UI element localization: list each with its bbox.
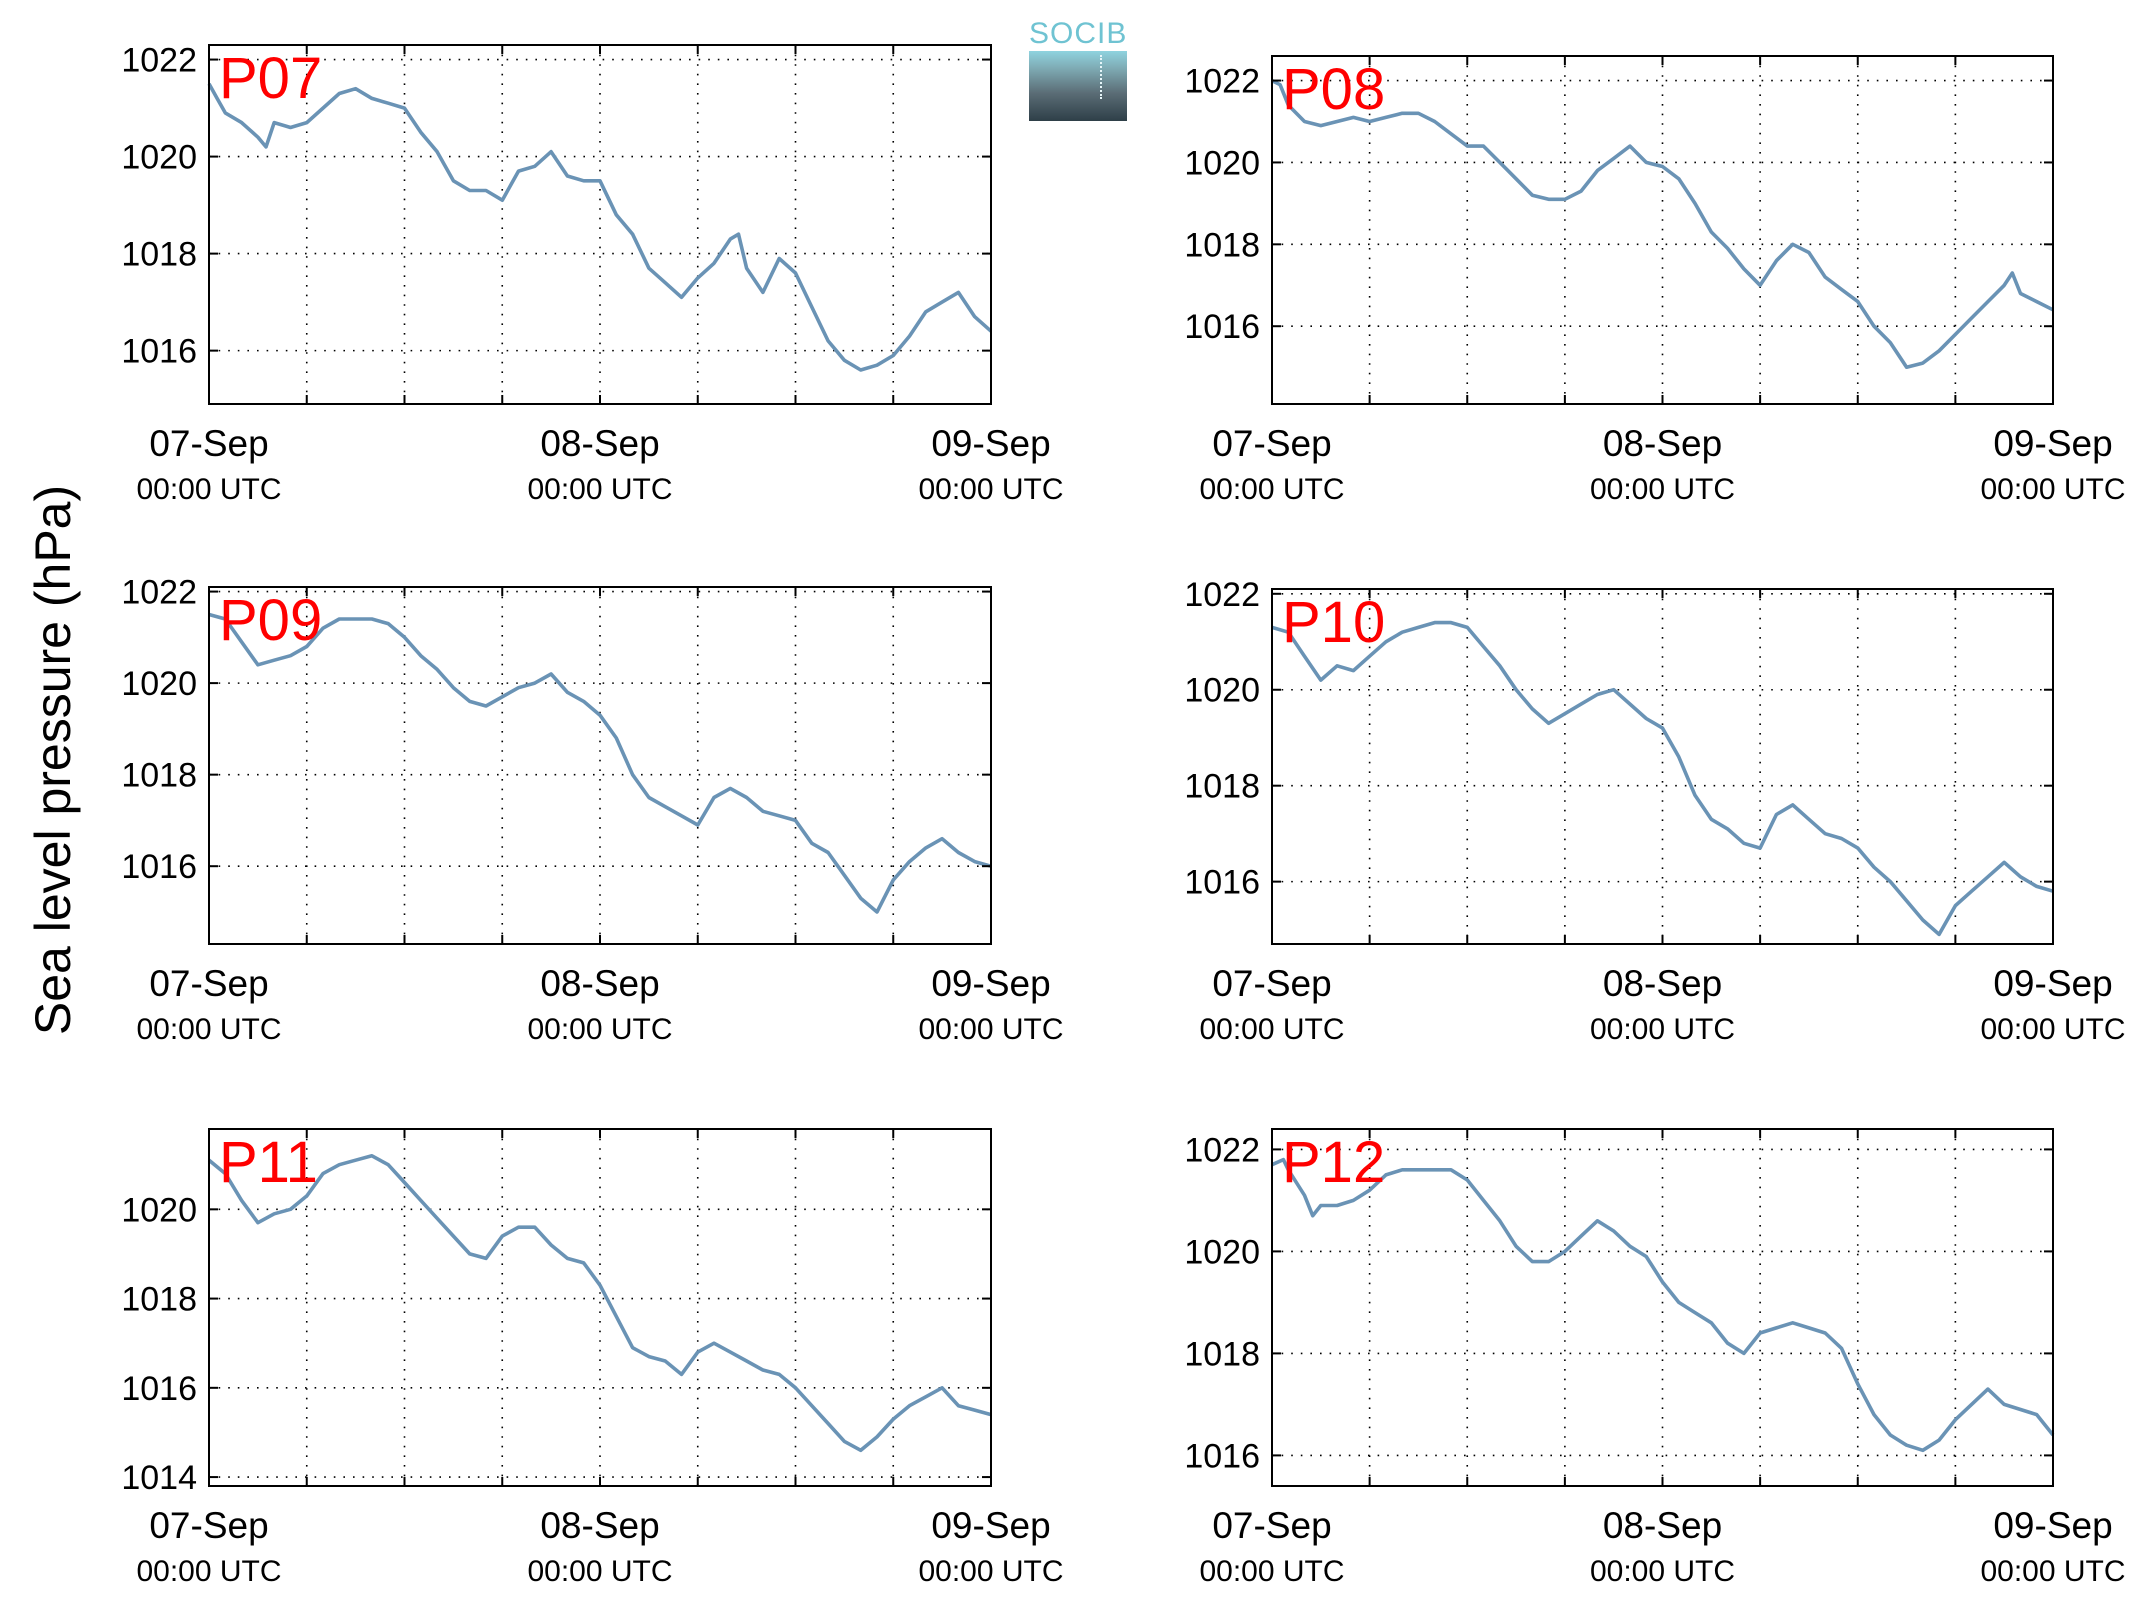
station-label: P08 xyxy=(1282,57,1385,122)
x-tick-label-time: 00:00 UTC xyxy=(1199,473,1344,506)
x-tick-label-date: 07-Sep xyxy=(1212,1505,1331,1546)
x-tick-label-date: 08-Sep xyxy=(540,1505,659,1546)
y-tick-label: 1018 xyxy=(121,236,197,274)
socib-logo-text: SOCIB xyxy=(1029,17,1128,50)
x-tick-label-date: 09-Sep xyxy=(931,963,1050,1004)
x-tick-label-time: 00:00 UTC xyxy=(918,1013,1063,1046)
y-tick-label: 1020 xyxy=(1184,144,1260,182)
pressure-series-line xyxy=(208,612,992,914)
y-tick-label: 1016 xyxy=(121,848,197,886)
x-tick-label-date: 07-Sep xyxy=(1212,423,1331,464)
x-tick-label-time: 00:00 UTC xyxy=(1590,1555,1735,1588)
y-tick-label: 1018 xyxy=(121,1281,197,1319)
y-tick-label: 1022 xyxy=(1184,63,1260,101)
station-label: P12 xyxy=(1282,1130,1385,1195)
x-tick-label-date: 08-Sep xyxy=(1603,963,1722,1004)
x-tick-label-date: 08-Sep xyxy=(1603,423,1722,464)
socib-logo-emblem xyxy=(1029,51,1127,121)
axes-frame xyxy=(208,44,992,405)
axes-frame xyxy=(1271,588,2054,945)
station-label: P11 xyxy=(219,1130,318,1195)
pressure-series-line xyxy=(207,1154,992,1453)
y-tick-label: 1020 xyxy=(1184,672,1260,710)
x-tick-label-time: 00:00 UTC xyxy=(1199,1013,1344,1046)
x-tick-label-date: 07-Sep xyxy=(149,423,268,464)
x-tick-label-time: 00:00 UTC xyxy=(918,473,1063,506)
y-tick-label: 1020 xyxy=(1184,1233,1260,1271)
y-tick-label: 1018 xyxy=(121,757,197,795)
y-axis-label: Sea level pressure (hPa) xyxy=(25,485,81,1035)
pressure-series-line xyxy=(1271,78,2054,370)
x-tick-label-time: 00:00 UTC xyxy=(527,1013,672,1046)
x-tick-label-date: 07-Sep xyxy=(149,963,268,1004)
x-tick-label-time: 00:00 UTC xyxy=(527,473,672,506)
x-tick-label-date: 09-Sep xyxy=(1993,1505,2112,1546)
y-tick-label: 1022 xyxy=(1184,576,1260,614)
y-tick-label: 1018 xyxy=(1184,768,1260,806)
y-tick-label: 1020 xyxy=(121,139,197,177)
x-tick-label-date: 08-Sep xyxy=(540,963,659,1004)
x-tick-label-time: 00:00 UTC xyxy=(1199,1555,1344,1588)
axes-frame xyxy=(208,1128,992,1487)
x-tick-label-date: 09-Sep xyxy=(931,423,1050,464)
y-tick-label: 1020 xyxy=(121,1191,197,1229)
y-tick-label: 1016 xyxy=(1184,308,1260,346)
y-tick-label: 1018 xyxy=(1184,1335,1260,1373)
chart-panel-p07: 1016 1018 1020 1022 07-Sep 00:00 UTC 08-Sep 00:… xyxy=(121,42,1063,506)
x-tick-label-time: 00:00 UTC xyxy=(136,473,281,506)
socib-logo: SOCIB xyxy=(1029,19,1127,121)
x-tick-label-time: 00:00 UTC xyxy=(1590,1013,1735,1046)
station-label: P07 xyxy=(219,46,322,111)
pressure-series-line xyxy=(1271,1157,2055,1453)
y-tick-label: 1016 xyxy=(1184,864,1260,902)
y-tick-label: 1022 xyxy=(121,42,197,80)
axes-frame xyxy=(208,586,992,945)
x-tick-label-time: 00:00 UTC xyxy=(918,1555,1063,1588)
x-tick-label-date: 07-Sep xyxy=(1212,963,1331,1004)
axes-frame xyxy=(1271,1128,2054,1487)
x-tick-label-time: 00:00 UTC xyxy=(1980,473,2125,506)
y-tick-label: 1020 xyxy=(121,665,197,703)
pressure-series-line xyxy=(207,82,993,372)
x-tick-label-time: 00:00 UTC xyxy=(1980,1013,2125,1046)
y-tick-label: 1016 xyxy=(1184,1437,1260,1475)
chart-panel-p10: 1016 1018 1020 1022 07-Sep 00:00 UTC 08-Sep 00:… xyxy=(1184,576,2125,1046)
x-tick-label-time: 00:00 UTC xyxy=(136,1555,281,1588)
x-tick-label-date: 08-Sep xyxy=(1603,1505,1722,1546)
y-tick-label: 1016 xyxy=(121,333,197,371)
x-tick-label-time: 00:00 UTC xyxy=(136,1013,281,1046)
chart-panel-p12: 1016 1018 1020 1022 07-Sep 00:00 UTC 08-Sep 00:… xyxy=(1184,1128,2126,1588)
x-tick-label-date: 09-Sep xyxy=(931,1505,1050,1546)
chart-panel-p09: 1016 1018 1020 1022 07-Sep 00:00 UTC 08-Sep 00:… xyxy=(121,574,1063,1046)
x-tick-label-date: 08-Sep xyxy=(540,423,659,464)
x-tick-label-time: 00:00 UTC xyxy=(1590,473,1735,506)
y-tick-label: 1018 xyxy=(1184,226,1260,264)
socib-logo-dots xyxy=(1100,55,1102,99)
x-tick-label-date: 09-Sep xyxy=(1993,963,2112,1004)
chart-panel-p08: 1016 1018 1020 1022 07-Sep 00:00 UTC 08-Sep 00:… xyxy=(1184,55,2126,506)
y-tick-label: 1022 xyxy=(121,574,197,612)
station-label: P09 xyxy=(219,588,322,653)
x-tick-label-date: 09-Sep xyxy=(1993,423,2112,464)
pressure-series-line xyxy=(1271,620,2054,937)
x-tick-label-date: 07-Sep xyxy=(149,1505,268,1546)
x-tick-label-time: 00:00 UTC xyxy=(1980,1555,2125,1588)
y-tick-label: 1016 xyxy=(121,1370,197,1408)
y-tick-label: 1014 xyxy=(121,1459,197,1497)
x-tick-label-time: 00:00 UTC xyxy=(527,1555,672,1588)
y-tick-label: 1022 xyxy=(1184,1131,1260,1169)
chart-panel-p11: 1014 1016 1018 1020 07-Sep 00:00 UTC 08-Sep 00:… xyxy=(121,1128,1064,1588)
station-label: P10 xyxy=(1282,590,1385,655)
